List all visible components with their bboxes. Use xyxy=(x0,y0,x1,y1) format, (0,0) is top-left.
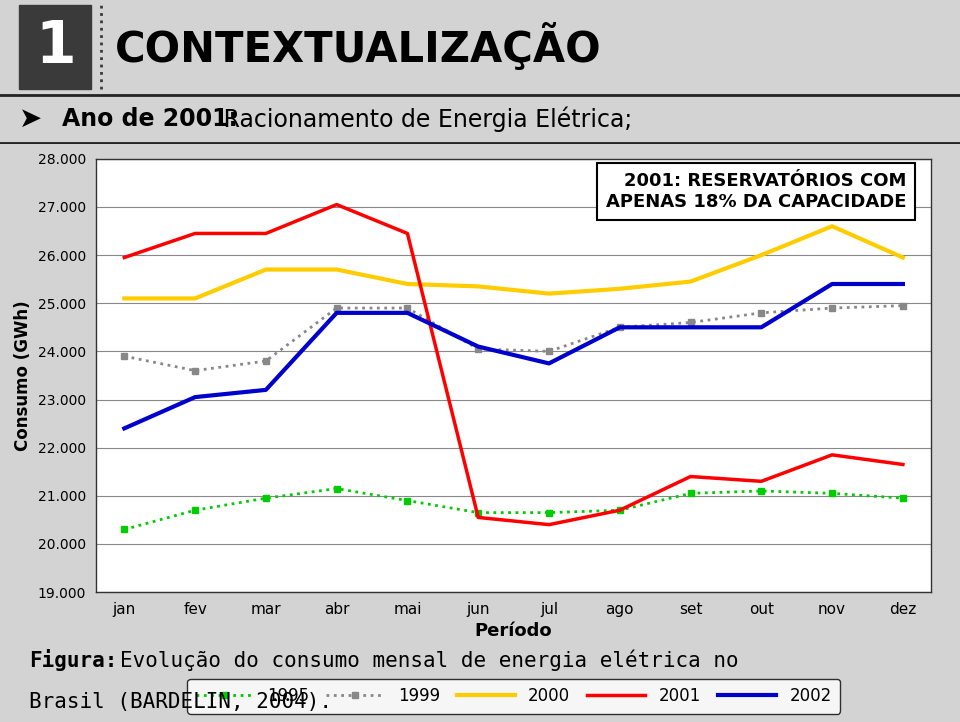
X-axis label: Período: Período xyxy=(475,622,552,640)
Text: Ano de 2001:: Ano de 2001: xyxy=(62,107,238,131)
Text: ➤: ➤ xyxy=(19,105,42,133)
Text: Racionamento de Energia Elétrica;: Racionamento de Energia Elétrica; xyxy=(216,106,633,132)
FancyBboxPatch shape xyxy=(19,4,91,90)
Text: 2001: RESERVATÓRIOS COM
APENAS 18% DA CAPACIDADE: 2001: RESERVATÓRIOS COM APENAS 18% DA CA… xyxy=(606,172,906,211)
Text: Brasil (BARDELIN, 2004).: Brasil (BARDELIN, 2004). xyxy=(29,692,332,712)
Legend: 1995, 1999, 2000, 2001, 2002: 1995, 1999, 2000, 2001, 2002 xyxy=(187,679,840,713)
Y-axis label: Consumo (GWh): Consumo (GWh) xyxy=(14,300,33,451)
Text: CONTEXTUALIZAÇÃO: CONTEXTUALIZAÇÃO xyxy=(115,23,602,71)
Text: Evolução do consumo mensal de energia elétrica no: Evolução do consumo mensal de energia el… xyxy=(120,649,738,671)
Text: 1: 1 xyxy=(36,19,76,75)
Text: Figura:: Figura: xyxy=(29,649,117,671)
